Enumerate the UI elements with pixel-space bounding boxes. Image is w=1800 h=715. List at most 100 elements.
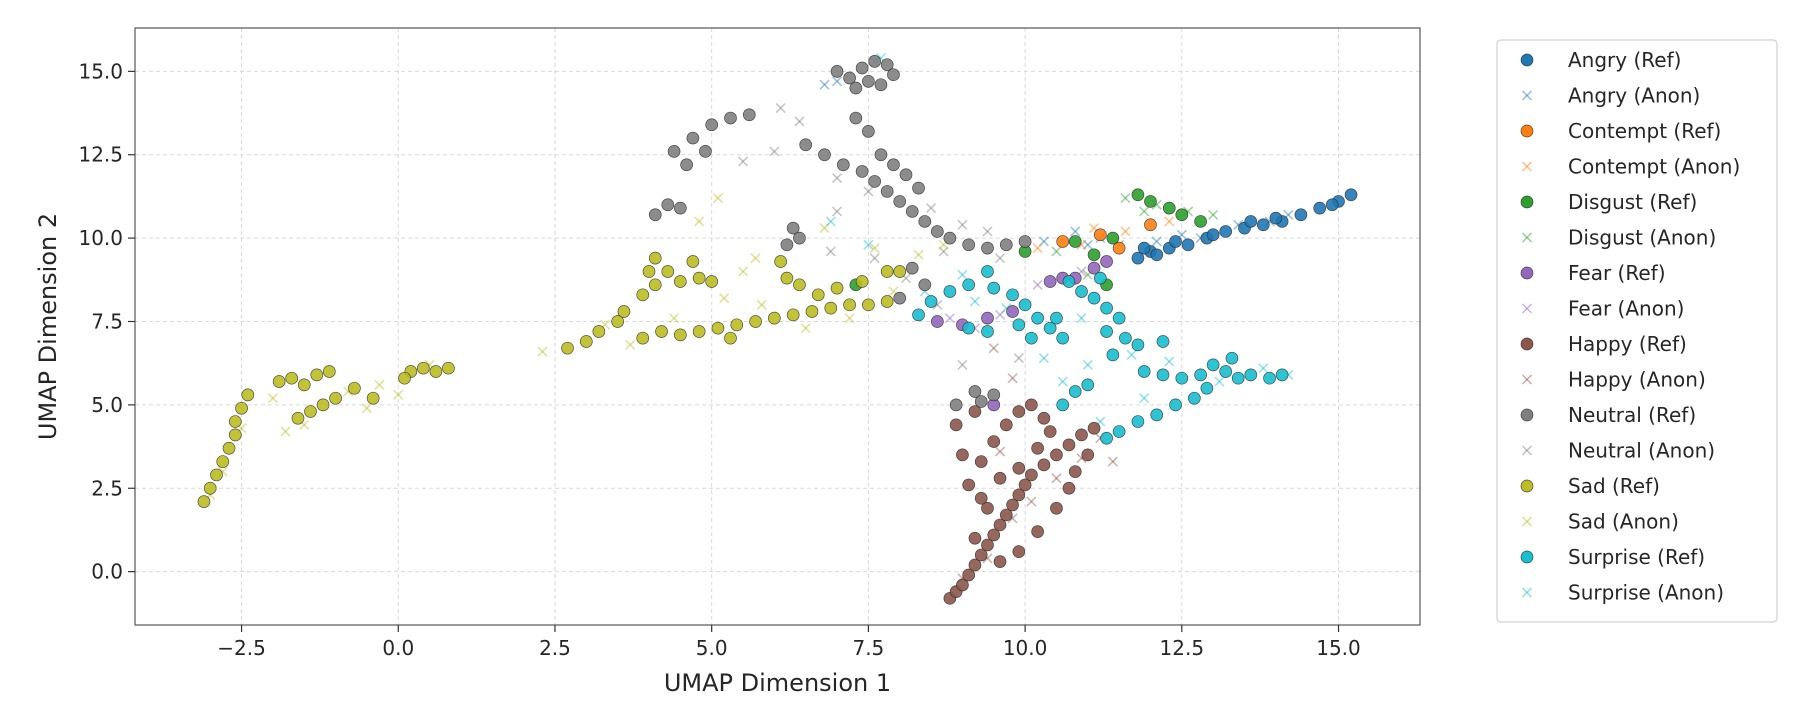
data-point [1119, 331, 1132, 345]
x-tick-label: 0.0 [382, 636, 414, 660]
data-point [304, 405, 317, 418]
data-point [673, 275, 687, 288]
data-point [874, 78, 888, 92]
data-point [1025, 468, 1038, 482]
data-point [673, 328, 687, 342]
data-point [968, 531, 982, 545]
data-point [863, 239, 874, 250]
y-tick-label: 15.0 [78, 59, 123, 83]
data-point [819, 223, 830, 234]
data-point [1031, 311, 1044, 325]
data-point [924, 295, 938, 308]
data-point [862, 125, 875, 138]
y-axis-label: UMAP Dimension 2 [34, 213, 62, 440]
data-point [962, 238, 976, 252]
plot-frame [134, 27, 1421, 626]
data-point [1057, 376, 1068, 387]
legend-marker [1520, 266, 1534, 280]
data-point [899, 168, 913, 182]
data-point [442, 361, 455, 375]
legend-marker [1521, 161, 1533, 172]
data-point [719, 293, 730, 304]
data-point [793, 278, 806, 292]
data-point [799, 138, 813, 152]
data-point [981, 265, 994, 278]
x-tick-label: 10.0 [1003, 636, 1048, 660]
data-point [1137, 365, 1151, 378]
data-point [993, 518, 1007, 532]
data-point [869, 253, 880, 264]
data-point [1082, 239, 1093, 250]
legend-marker [1520, 337, 1534, 351]
data-point [737, 156, 749, 167]
data-point [831, 206, 843, 217]
data-point [1043, 321, 1057, 335]
data-point [669, 313, 680, 324]
data-point [811, 288, 825, 302]
data-point [824, 301, 838, 315]
data-point [800, 323, 811, 334]
legend-label: Surprise (Ref) [1568, 545, 1705, 569]
data-point [949, 418, 963, 432]
data-point [918, 278, 932, 292]
data-point [974, 395, 988, 408]
data-point [968, 405, 982, 418]
data-point [1187, 391, 1201, 405]
legend-item: Disgust (Anon) [1521, 226, 1716, 250]
legend-item: Fear (Anon) [1521, 297, 1684, 321]
data-point [329, 391, 342, 405]
data-point [999, 508, 1013, 522]
data-point [1075, 285, 1088, 298]
data-point [705, 275, 719, 288]
data-point [855, 275, 869, 288]
data-point [968, 558, 982, 572]
data-point [1162, 201, 1176, 215]
x-axis-label: UMAP Dimension 1 [664, 669, 891, 697]
data-point [1100, 431, 1113, 445]
legend-item: Disgust (Ref) [1520, 190, 1697, 214]
data-point [1087, 261, 1101, 275]
data-point [1081, 378, 1095, 392]
data-point [957, 359, 968, 370]
data-point [1107, 456, 1118, 467]
data-point [1050, 501, 1063, 515]
legend-item: Happy (Ref) [1520, 332, 1687, 356]
data-point [730, 318, 744, 332]
data-point [241, 388, 255, 402]
data-point [642, 265, 656, 278]
legend-marker [1520, 53, 1534, 67]
legend-label: Contempt (Ref) [1568, 119, 1721, 143]
data-point [1263, 371, 1276, 385]
data-point [611, 315, 625, 328]
data-point [1313, 201, 1327, 215]
legend-label: Neutral (Ref) [1568, 403, 1696, 427]
data-point [893, 195, 907, 208]
data-point [1169, 398, 1182, 412]
data-point [1214, 376, 1225, 387]
data-point [880, 185, 894, 198]
data-point [1344, 188, 1358, 202]
data-point [831, 173, 843, 184]
data-point [291, 411, 305, 425]
data-point [1087, 421, 1101, 435]
data-point [1144, 195, 1157, 208]
data-point [1006, 498, 1019, 512]
data-point [849, 111, 863, 125]
data-point [962, 278, 976, 292]
data-point [724, 111, 737, 125]
data-point [648, 208, 662, 222]
data-point [1194, 368, 1207, 382]
data-point [750, 253, 761, 264]
data-point [1325, 198, 1339, 212]
data-point [863, 186, 874, 197]
data-point [880, 58, 894, 72]
data-point [1032, 279, 1043, 290]
data-point [228, 428, 242, 442]
legend-marker [1520, 124, 1534, 138]
data-point [912, 181, 925, 195]
data-point [825, 216, 836, 227]
legend-label: Sad (Anon) [1568, 510, 1679, 534]
data-point [1150, 408, 1164, 422]
data-point [893, 291, 907, 305]
data-point [648, 251, 662, 265]
